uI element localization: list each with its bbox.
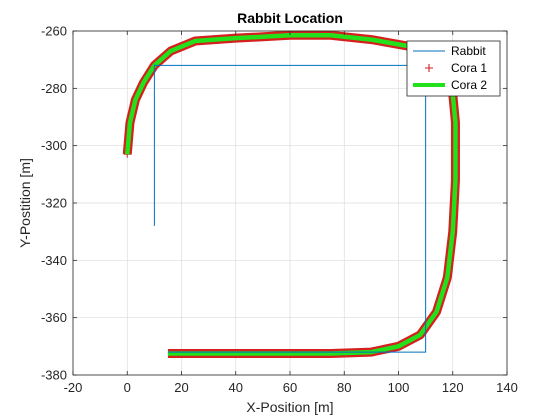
x-tick-label: 40 xyxy=(229,380,243,395)
x-tick-label: 60 xyxy=(283,380,297,395)
y-tick-label: -360 xyxy=(41,310,67,325)
y-tick-label: -320 xyxy=(41,196,67,211)
legend-marker-cora1 xyxy=(425,64,433,72)
y-tick-label: -280 xyxy=(41,81,67,96)
legend: Rabbit Cora 1 Cora 2 xyxy=(406,40,501,97)
legend-label: Rabbit xyxy=(451,44,486,58)
x-tick-label: 20 xyxy=(174,380,188,395)
y-tick-label: -300 xyxy=(41,138,67,153)
tick-labels: -20 0 20 40 60 80 100 120 140 -380 -360 -340 -320 -30… xyxy=(41,24,518,396)
x-tick-label: 0 xyxy=(124,380,131,395)
y-tick-label: -260 xyxy=(41,24,67,39)
chart-title: Rabbit Location xyxy=(237,10,343,26)
x-tick-label: 140 xyxy=(496,380,518,395)
x-axis-label: X-Position [m] xyxy=(246,399,333,415)
legend-label: Cora 1 xyxy=(451,61,487,75)
x-tick-label: -20 xyxy=(64,380,83,395)
legend-label: Cora 2 xyxy=(451,78,487,92)
y-tick-label: -340 xyxy=(41,253,67,268)
x-tick-label: 80 xyxy=(337,380,351,395)
ticks xyxy=(72,30,508,376)
x-tick-label: 120 xyxy=(442,380,464,395)
y-tick-label: -380 xyxy=(41,368,67,383)
y-axis-label: Y-Postition [m] xyxy=(17,158,33,248)
x-tick-label: 100 xyxy=(388,380,410,395)
